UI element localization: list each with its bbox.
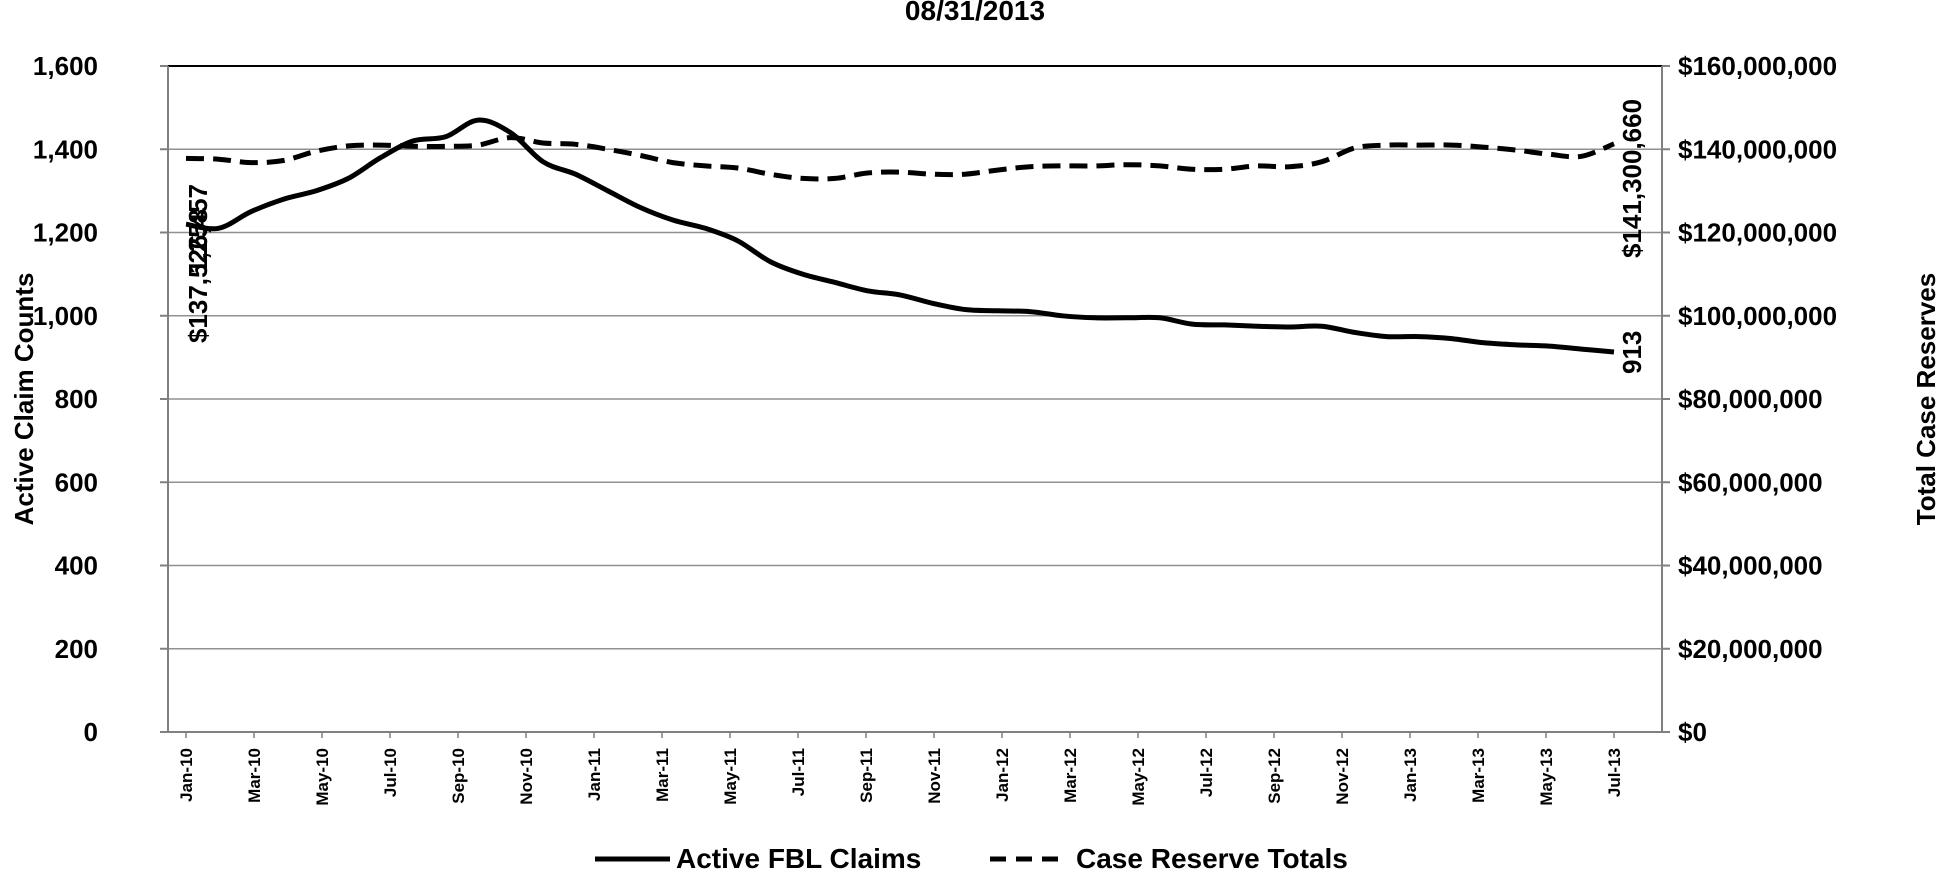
end-label-active-fbl-claims: 913: [1617, 331, 1647, 374]
left-tick-label: 1,000: [33, 301, 98, 331]
x-tick-label: Jul-12: [1197, 748, 1216, 797]
x-tick-label: Nov-11: [925, 748, 944, 804]
x-tick-label: May-13: [1537, 748, 1556, 806]
x-tick-label: Sep-11: [857, 748, 876, 803]
x-tick-label: Jul-13: [1605, 748, 1624, 797]
legend-label-case-reserve-totals: Case Reserve Totals: [1076, 843, 1348, 870]
legend: Active FBL Claims Case Reserve Totals: [595, 843, 1348, 870]
left-tick-label: 600: [55, 467, 98, 497]
series-line-active-fbl-claims: [185, 117, 1615, 355]
x-tick-label: May-12: [1129, 748, 1148, 806]
right-tick-label: $80,000,000: [1678, 384, 1823, 414]
x-tick-label: Jan-10: [177, 748, 196, 802]
x-tick-label: Jan-11: [585, 748, 604, 801]
x-tick-label: Jul-10: [381, 748, 400, 797]
end-label-case-reserve-totals: $141,300,660: [1617, 99, 1647, 258]
left-tick-label: 1,400: [33, 134, 98, 164]
left-tick-label: 0: [84, 717, 98, 747]
x-tick-label: Jan-13: [1401, 748, 1420, 802]
x-tick-label: Mar-13: [1469, 748, 1488, 803]
left-y-ticks: 0 200 400 600 800 1,000 1,200 1,400 1,600: [33, 51, 168, 747]
start-label-case-reserve-totals: $137,526,457: [183, 184, 213, 343]
right-tick-label: $140,000,000: [1678, 134, 1837, 164]
right-tick-label: $60,000,000: [1678, 467, 1823, 497]
legend-label-active-fbl-claims: Active FBL Claims: [676, 843, 921, 870]
x-tick-label: Mar-10: [245, 748, 264, 803]
x-tick-label: Sep-12: [1265, 748, 1284, 804]
right-axis-title: Total Case Reserves: [1911, 273, 1941, 525]
x-tick-label: Nov-10: [517, 748, 536, 805]
series-end-labels: 1,258$137,526,457 913 $141,300,660: [183, 99, 1647, 374]
chart-title: 08/31/2013: [905, 0, 1045, 26]
series-layer: [185, 117, 1615, 355]
right-tick-label: $0: [1678, 717, 1707, 747]
x-tick-label: May-10: [313, 748, 332, 806]
left-tick-label: 800: [55, 384, 98, 414]
x-tick-label: Sep-10: [449, 748, 468, 804]
left-axis-title: Active Claim Counts: [9, 273, 39, 526]
left-tick-label: 1,200: [33, 218, 98, 248]
gridlines: [168, 65, 1662, 650]
x-tick-label: Mar-12: [1061, 748, 1080, 803]
right-tick-label: $100,000,000: [1678, 301, 1837, 331]
start-label-active-fbl-claims: 1,258: [183, 209, 213, 274]
series-line-case-reserve-totals: [185, 135, 1615, 182]
x-tick-label: Nov-12: [1333, 748, 1352, 805]
x-axis-ticks: Jan-10 Mar-10 May-10 Jul-10 Sep-10 Nov-10 Jan-…: [177, 732, 1624, 806]
right-tick-label: $160,000,000: [1678, 51, 1837, 81]
x-tick-label: May-11: [721, 748, 740, 805]
right-tick-label: $120,000,000: [1678, 218, 1837, 248]
x-tick-label: Jan-12: [993, 748, 1012, 802]
left-tick-label: 200: [55, 634, 98, 664]
right-y-ticks: $0 $20,000,000 $40,000,000 $60,000,000 $80,0…: [1662, 51, 1837, 747]
right-tick-label: $40,000,000: [1678, 551, 1823, 581]
right-tick-label: $20,000,000: [1678, 634, 1823, 664]
left-tick-label: 1,600: [33, 51, 98, 81]
x-tick-label: Mar-11: [653, 748, 672, 802]
left-tick-label: 400: [55, 551, 98, 581]
x-tick-label: Jul-11: [789, 748, 808, 796]
